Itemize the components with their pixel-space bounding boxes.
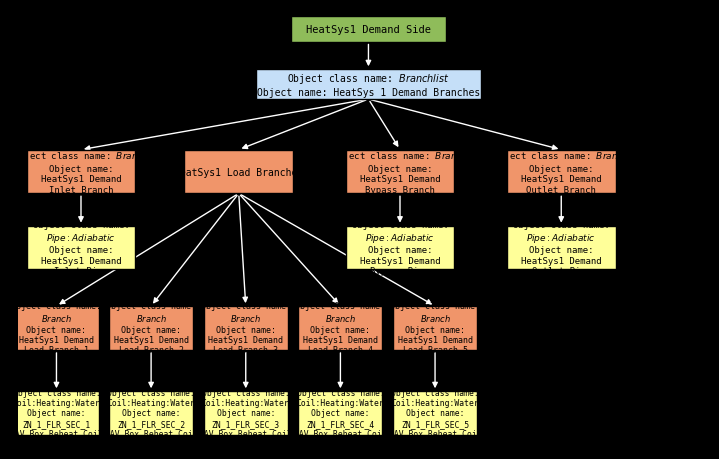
Text: Object class name:
$\it{Branch}$
Object name:
HeatSys1 Demand
Load Branch 1: Object class name: $\it{Branch}$ Object … — [12, 302, 101, 355]
Text: Object class name:
$\it{Branch}$
Object name:
HeatSys1 Demand
Load Branch 4: Object class name: $\it{Branch}$ Object … — [296, 302, 385, 355]
FancyBboxPatch shape — [203, 391, 288, 435]
FancyBboxPatch shape — [507, 151, 615, 194]
Text: Object class name:
$\it{Branch}$
Object name:
HeatSys1 Demand
Load Branch 2: Object class name: $\it{Branch}$ Object … — [106, 302, 196, 355]
FancyBboxPatch shape — [393, 307, 477, 350]
FancyBboxPatch shape — [298, 391, 383, 435]
FancyBboxPatch shape — [203, 307, 288, 350]
Text: Object class name:
Coil:Heating:Water
Object name:
ZN_1_FLR_SEC_3
VAV Box Reheat: Object class name: Coil:Heating:Water Ob… — [199, 388, 292, 438]
Text: HeatSys1 Load Branches: HeatSys1 Load Branches — [174, 167, 303, 177]
FancyBboxPatch shape — [14, 307, 99, 350]
Text: Object class name:
$\it{Branch}$
Object name:
HeatSys1 Demand
Load Branch 3: Object class name: $\it{Branch}$ Object … — [201, 302, 290, 355]
FancyBboxPatch shape — [346, 226, 454, 269]
Text: Object class name: $\it{Branch}$
Object name:
HeatSys1 Demand
Outlet Branch: Object class name: $\it{Branch}$ Object … — [493, 150, 629, 194]
FancyBboxPatch shape — [109, 307, 193, 350]
Text: Object class name:
$\it{Branch}$
Object name:
HeatSys1 Demand
Load Branch 5: Object class name: $\it{Branch}$ Object … — [390, 302, 480, 355]
Text: Object class name:
$\it{Pipe:Adiabatic}$
Object name:
HeatSys1 Demand
Bypass Pip: Object class name: $\it{Pipe:Adiabatic}$… — [352, 220, 449, 275]
Text: Object class name: $\it{Branch}$
Object name:
HeatSys1 Demand
Inlet Branch: Object class name: $\it{Branch}$ Object … — [13, 150, 149, 194]
Text: Object class name:
$\it{Pipe:Adiabatic}$
Object name:
HeatSys1 Demand
Inlet Pipe: Object class name: $\it{Pipe:Adiabatic}$… — [32, 220, 129, 275]
FancyBboxPatch shape — [184, 151, 293, 194]
Text: Object class name: $\it{Branchlist}$
Object name: HeatSys 1 Demand Branches: Object class name: $\it{Branchlist}$ Obj… — [257, 72, 480, 98]
Text: Object class name:
Coil:Heating:Water
Object name:
ZN_1_FLR_SEC_5
VAV Box Reheat: Object class name: Coil:Heating:Water Ob… — [389, 388, 481, 438]
FancyBboxPatch shape — [393, 391, 477, 435]
Text: Object class name: $\it{Branch}$
Object name:
HeatSys1 Demand
Bypass Branch: Object class name: $\it{Branch}$ Object … — [332, 150, 468, 194]
FancyBboxPatch shape — [14, 391, 99, 435]
FancyBboxPatch shape — [298, 307, 383, 350]
Text: Object class name:
$\it{Pipe:Adiabatic}$
Object name:
HeatSys1 Demand
Outlet Pip: Object class name: $\it{Pipe:Adiabatic}$… — [513, 220, 610, 275]
FancyBboxPatch shape — [291, 17, 446, 42]
Text: Object class name:
Coil:Heating:Water
Object name:
ZN_1_FLR_SEC_4
VAV Box Reheat: Object class name: Coil:Heating:Water Ob… — [294, 388, 387, 438]
FancyBboxPatch shape — [256, 70, 480, 100]
FancyBboxPatch shape — [346, 151, 454, 194]
Text: Object class name:
Coil:Heating:Water
Object name:
ZN_1_FLR_SEC_1
VAV Box Reheat: Object class name: Coil:Heating:Water Ob… — [10, 388, 103, 438]
FancyBboxPatch shape — [27, 226, 135, 269]
FancyBboxPatch shape — [507, 226, 615, 269]
FancyBboxPatch shape — [27, 151, 135, 194]
Text: HeatSys1 Demand Side: HeatSys1 Demand Side — [306, 25, 431, 35]
FancyBboxPatch shape — [109, 391, 193, 435]
Text: Object class name:
Coil:Heating:Water
Object name:
ZN_1_FLR_SEC_2
VAV Box Reheat: Object class name: Coil:Heating:Water Ob… — [105, 388, 198, 438]
